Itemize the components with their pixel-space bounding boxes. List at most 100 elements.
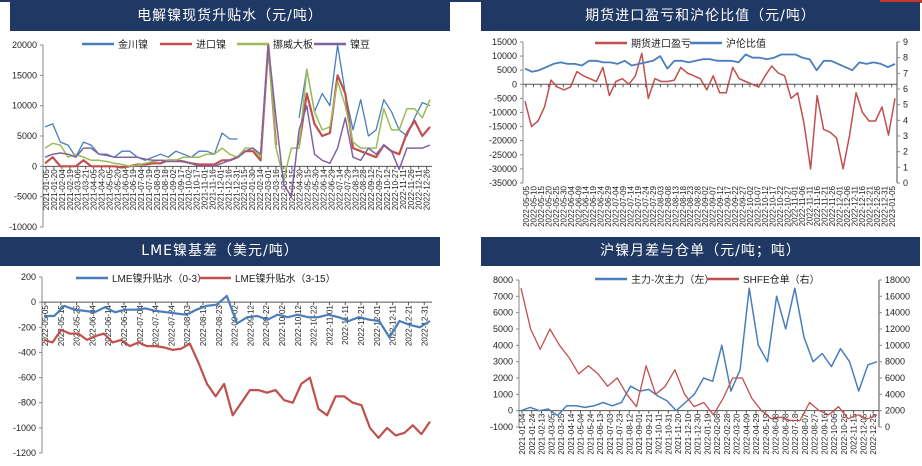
x-tick-label: 2022-10-17 [768,185,777,226]
x-tick-label: 2021-05-04 [577,413,586,454]
series-line-1 [520,288,878,422]
x-tick-label: 2022-03-01 [264,169,273,210]
x-tick-label: 2022-06-19 [589,185,598,226]
x-tick-label: 2022-07-24 [167,305,176,346]
x-tick-label: 2021-10-17 [193,169,202,210]
y2-tick-label: 3 [903,131,908,141]
x-tick-label: 2021-07-19 [145,169,154,210]
x-tick-label: 2022-07-14 [152,305,161,346]
x-tick-label: 2021-02-13 [538,413,547,454]
y-tick-label: -25000 [489,150,517,160]
x-tick-label: 2022-09-16 [820,413,829,454]
x-tick-label: 2021-09-21 [645,413,654,454]
y-tick-label: -1200 [13,448,36,458]
x-tick-label: 2021-12-30 [694,413,703,454]
x-tick-label: 2021-04-20 [98,169,107,210]
x-tick-label: 2022-12-16 [858,185,867,226]
x-tick-label: 2021-03-06 [74,169,83,210]
x-tick-label: 2022-10-02 [278,305,287,346]
y2-tick-label: 4000 [885,389,905,399]
x-tick-label: 2022-12-01 [373,305,382,346]
x-tick-label: 2022-05-05 [522,185,531,226]
x-tick-label: 2022-11-01 [791,185,800,226]
x-tick-label: 2022-06-14 [582,185,591,226]
y-tick-label: 10000 [492,51,517,61]
x-tick-label: 2022-08-13 [351,169,360,210]
x-tick-label: 2021-04-14 [567,413,576,454]
x-tick-label: 2022-07-24 [641,185,650,226]
x-tick-label: 2022-06-08 [772,413,781,454]
y-tick-label: -600 [18,373,36,383]
x-tick-label: 2022-03-20 [733,413,742,454]
x-tick-label: 2022-07-19 [634,185,643,226]
legend-label: LME镍升贴水（3-15） [235,272,336,285]
x-tick-label: 2022-11-01 [325,305,334,346]
x-tick-label: 2022-11-11 [341,305,350,345]
x-tick-label: 2022-01-30 [248,169,257,210]
x-tick-label: 2021-01-20 [50,169,59,210]
x-tick-label: 2021-11-20 [674,413,683,454]
x-tick-label: 2022-08-18 [679,185,688,226]
x-tick-label: 2022-10-27 [783,185,792,226]
chart-3: 800070006000500040003000200010000-100018… [490,273,910,455]
x-tick-label: 2022-04-29 [752,413,761,454]
x-tick-label: 2022-05-30 [312,169,321,210]
y2-tick-label: 5 [903,100,908,110]
x-tick-label: 2022-06-28 [781,413,790,454]
y-tick-label: 5000 [493,324,513,334]
series-line-0 [520,287,878,417]
series-line-0 [44,294,431,339]
x-tick-label: 2022-09-22 [262,305,271,346]
x-tick-label: 2022-07-14 [627,185,636,226]
x-tick-label: 2021-11-16 [209,169,218,210]
x-tick-label: 2022-06-04 [567,185,576,226]
series-line-1 [43,328,431,439]
y2-tick-label: 8 [903,53,908,63]
series-line-2 [44,44,431,180]
x-tick-label: 2021-06-13 [596,413,605,454]
y2-tick-label: 6000 [885,373,905,383]
x-tick-label: 2022-10-06 [830,413,839,454]
x-tick-label: 2022-01-19 [703,413,712,454]
y-tick-label: 2000 [493,373,513,383]
y-tick-label: 5000 [497,65,517,75]
x-tick-label: 2022-11-06 [798,185,807,226]
y-tick-label: 5000 [17,131,37,141]
x-tick-label: 2022-05-25 [552,185,561,226]
y-tick-label: -15000 [489,122,517,132]
x-tick-label: 2022-11-11 [806,185,815,225]
x-tick-label: 2022-09-12 [367,169,376,210]
x-tick-label: 2022-11-21 [821,185,830,226]
y-tick-label: 1000 [493,389,513,399]
x-tick-label: 2021-09-17 [177,169,186,210]
legend-label: 沪伦比值 [726,37,766,50]
x-tick-label: 2021-08-12 [625,413,634,454]
x-tick-label: 2021-11-01 [201,169,210,210]
x-tick-label: 2022-10-22 [776,185,785,226]
x-tick-label: 2022-06-24 [120,305,129,346]
x-tick-label: 2021-10-02 [185,169,194,210]
x-tick-label: 2022-07-04 [612,185,621,226]
x-tick-label: 2021-03-25 [557,413,566,454]
chart-0: 20000 15000 10000 5000 0 -5000 -10000 2021-01-0… [9,38,432,232]
x-tick-label: 2022-08-03 [183,305,192,346]
legend-label: 镍豆 [350,38,370,51]
legend-label: 期货进口盈亏 [631,37,691,50]
x-tick-label: 2022-04-30 [296,169,305,210]
x-tick-label: 2021-06-04 [121,169,130,210]
x-tick-label: 2022-06-04 [88,305,97,346]
x-tick-label: 2022-02-28 [723,413,732,454]
y2-tick-label: 8000 [885,357,905,367]
x-tick-label: 2021-07-23 [616,413,625,454]
series-line-0 [524,52,896,170]
legend-label: 金川镍 [118,38,148,51]
x-tick-label: 2022-10-07 [753,185,762,226]
x-tick-label: 2022-05-19 [762,413,771,454]
x-tick-label: 2023-01-05 [888,185,897,226]
y2-tick-label: 6 [903,84,908,94]
x-tick-label: 2022-10-12 [383,169,392,210]
x-tick-label: 2022-06-14 [104,305,113,346]
y-tick-label: 0 [508,406,513,416]
chart-title-import-margin: 期货进口盈亏和沪伦比值（元/吨） [481,2,920,31]
